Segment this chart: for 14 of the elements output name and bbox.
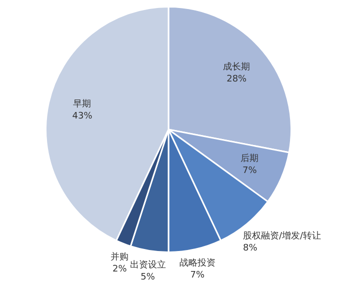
slice-label: 早期 [73,98,92,110]
data-label: 43% [72,112,93,122]
data-label: 5% [140,272,156,282]
data-label: 2% [112,264,128,275]
data-label: 7% [242,166,258,176]
data-label: 8% [243,243,258,254]
slice-label: 出资设立 [130,259,166,270]
slice-label: 战略投资 [179,258,216,269]
slice-label: 并购 [110,252,129,263]
slice-label: 成长期 [223,62,250,73]
data-label: 7% [190,270,206,281]
slice-label: 后期 [240,152,259,164]
data-label: 28% [226,74,248,85]
slice-label: 股权融资/增发/转让 [243,230,322,242]
